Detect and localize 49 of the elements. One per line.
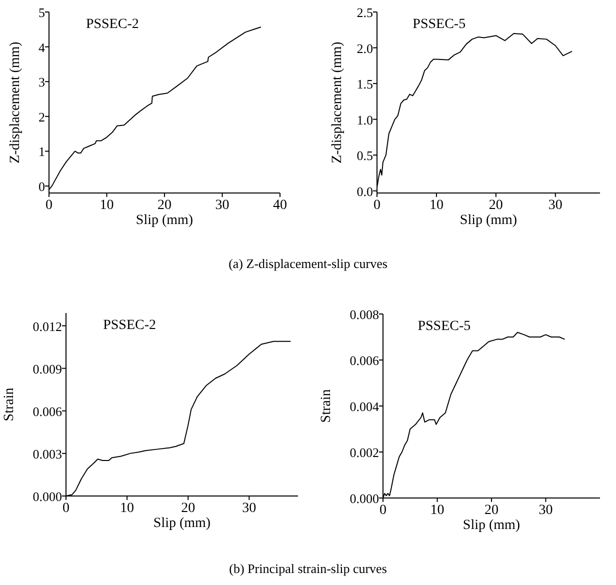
y-tick-label: 0.006: [350, 353, 380, 368]
y-tick-label: 1: [38, 144, 45, 160]
y-tick-label: 5: [38, 5, 45, 20]
y-tick-label: 0.009: [32, 361, 62, 376]
y-tick-label: 0.0: [356, 184, 373, 199]
y-axis-title: Strain: [2, 388, 17, 422]
x-tick-label: 20: [484, 503, 498, 518]
chart-title: PSSEC-2: [86, 17, 139, 32]
x-tick-label: 30: [538, 503, 553, 518]
y-tick-label: 0.000: [32, 489, 62, 504]
x-axis-title: Slip (mm): [136, 213, 194, 228]
x-axis-title: Slip (mm): [153, 516, 211, 531]
y-tick-label: 1.5: [356, 76, 373, 92]
y-tick-label: 0.006: [32, 404, 62, 419]
x-tick-label: 20: [181, 501, 196, 516]
y-tick-label: 0: [38, 179, 45, 194]
y-tick-label: 0.004: [350, 399, 380, 414]
x-tick-label: 20: [158, 198, 172, 213]
y-tick-label: 0.003: [32, 446, 62, 462]
y-tick-label: 0.002: [350, 445, 379, 460]
chart-title: PSSEC-5: [412, 17, 466, 32]
chart-title: PSSEC-5: [418, 319, 471, 334]
x-tick-label: 20: [488, 198, 503, 213]
y-tick-label: 1.0: [356, 112, 373, 128]
y-tick-label: 0.012: [32, 318, 62, 334]
y-tick-label: 2.0: [356, 40, 373, 56]
y-axis-title: Strain: [319, 389, 334, 423]
x-axis-title: Slip (mm): [460, 213, 518, 228]
x-tick-label: 10: [120, 501, 134, 516]
y-axis-title: Z-displacement (mm): [8, 41, 23, 164]
text: (a) Z-displacement-slip curves: [228, 256, 388, 271]
y-tick-label: 4: [38, 40, 46, 55]
y-tick-label: 2: [38, 109, 45, 124]
y-tick-label: 0.008: [350, 307, 379, 322]
x-tick-label: 40: [273, 198, 287, 213]
y-tick-label: 0.000: [350, 491, 379, 506]
text: (b) Principal strain-slip curves: [229, 561, 387, 576]
x-tick-label: 10: [429, 198, 444, 213]
y-tick-label: 3: [38, 74, 45, 90]
x-tick-label: 10: [430, 503, 444, 518]
x-tick-label: 30: [215, 198, 230, 213]
x-tick-label: 30: [242, 501, 256, 516]
y-tick-label: 0.5: [356, 148, 373, 164]
y-tick-label: 2.5: [356, 5, 373, 20]
x-tick-label: 10: [100, 198, 114, 213]
y-axis-title: Z-displacement (mm): [330, 41, 345, 164]
x-axis-title: Slip (mm): [462, 518, 520, 533]
chart-title: PSSEC-2: [103, 318, 156, 333]
x-tick-label: 30: [548, 198, 562, 213]
